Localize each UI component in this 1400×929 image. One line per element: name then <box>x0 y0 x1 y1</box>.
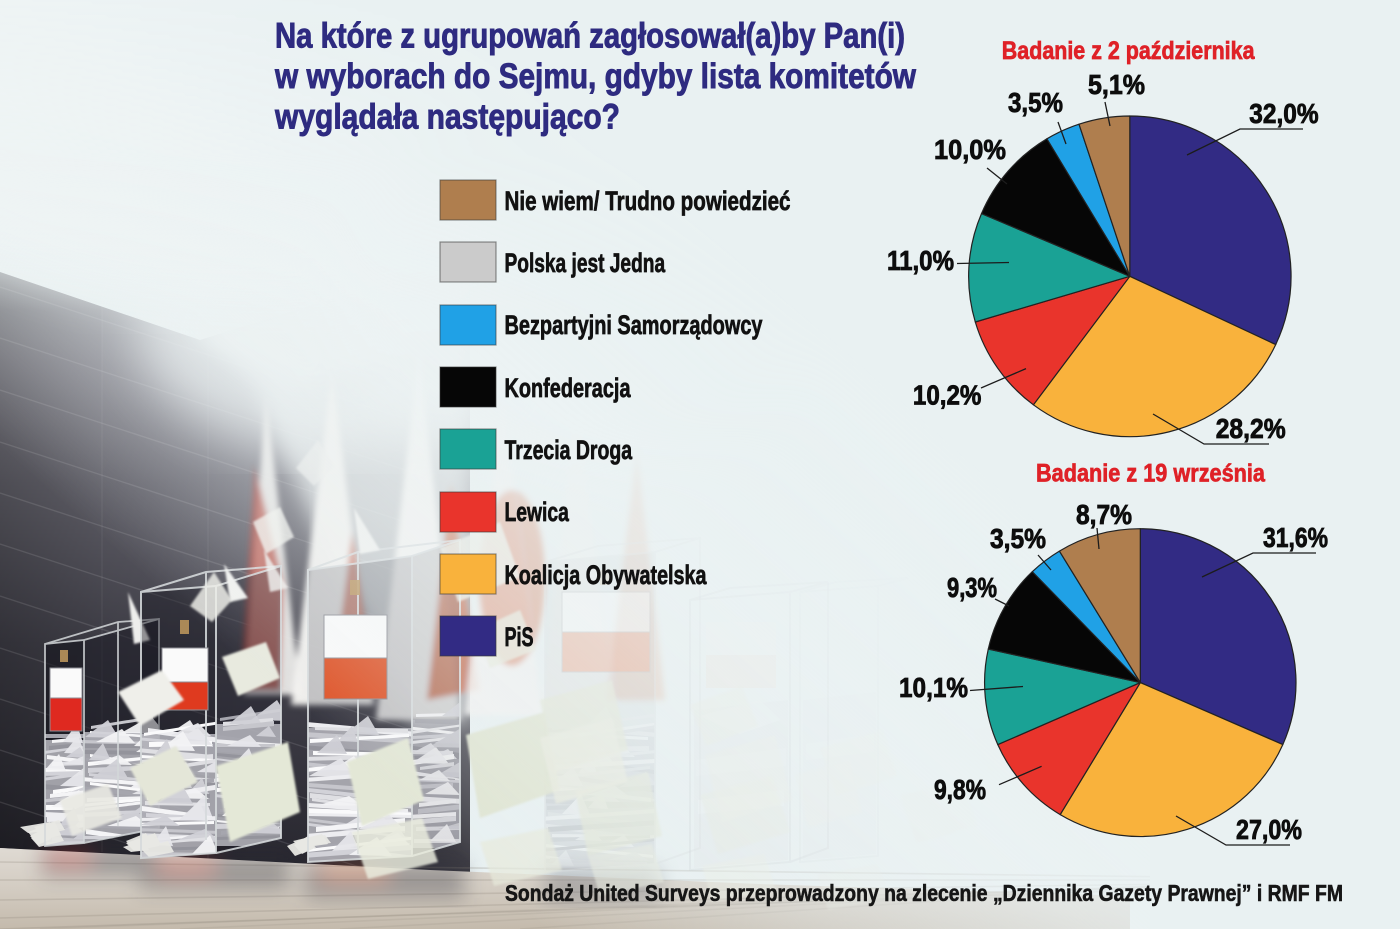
svg-text:Badanie z 2 października: Badanie z 2 października <box>1002 37 1256 65</box>
svg-text:Badanie z 19 września: Badanie z 19 września <box>1036 460 1266 488</box>
svg-text:3,5%: 3,5% <box>990 523 1046 554</box>
svg-text:32,0%: 32,0% <box>1249 98 1318 129</box>
svg-text:9,3%: 9,3% <box>947 572 997 603</box>
svg-text:28,2%: 28,2% <box>1216 413 1286 444</box>
svg-text:31,6%: 31,6% <box>1263 522 1328 553</box>
svg-text:Polska jest Jedna: Polska jest Jedna <box>505 248 666 278</box>
svg-text:27,0%: 27,0% <box>1236 814 1302 845</box>
svg-text:Koalicja Obywatelska: Koalicja Obywatelska <box>505 560 707 590</box>
svg-text:8,7%: 8,7% <box>1076 499 1132 530</box>
svg-text:3,5%: 3,5% <box>1008 87 1063 118</box>
svg-text:5,1%: 5,1% <box>1088 69 1145 100</box>
svg-text:10,0%: 10,0% <box>934 134 1006 165</box>
svg-text:Konfederacja: Konfederacja <box>505 373 631 403</box>
svg-text:Na które z ugrupowań zagłosowa: Na które z ugrupowań zagłosował(a)by Pan… <box>275 17 905 56</box>
svg-text:Trzecia Droga: Trzecia Droga <box>505 435 633 465</box>
svg-text:Sondaż United Surveys przeprow: Sondaż United Surveys przeprowadzony na … <box>505 880 1343 906</box>
svg-text:Nie wiem/ Trudno powiedzieć: Nie wiem/ Trudno powiedzieć <box>505 186 791 216</box>
svg-text:Lewica: Lewica <box>505 497 570 527</box>
svg-text:9,8%: 9,8% <box>934 774 986 805</box>
svg-text:w wyborach do Sejmu, gdyby lis: w wyborach do Sejmu, gdyby lista komitet… <box>274 57 917 96</box>
svg-text:Bezpartyjni Samorządowcy: Bezpartyjni Samorządowcy <box>505 310 763 340</box>
svg-text:PiS: PiS <box>505 622 534 652</box>
svg-text:10,2%: 10,2% <box>913 379 982 410</box>
svg-text:10,1%: 10,1% <box>899 672 968 703</box>
svg-text:11,0%: 11,0% <box>887 245 954 276</box>
svg-text:wyglądała następująco?: wyglądała następująco? <box>274 98 620 137</box>
